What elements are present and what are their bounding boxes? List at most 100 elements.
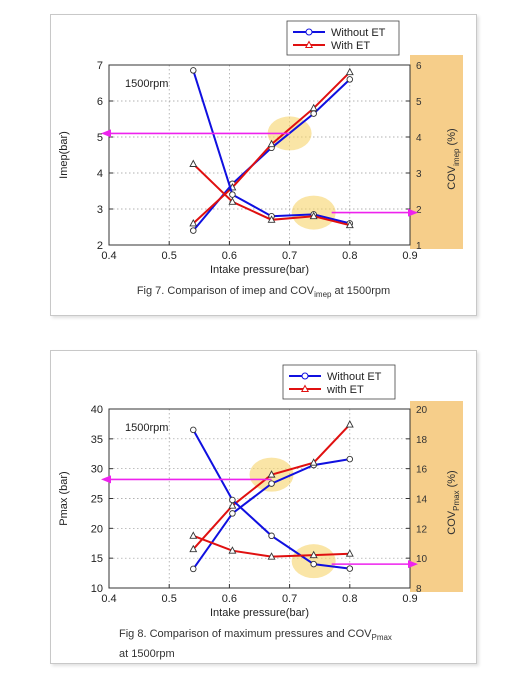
figure-8-caption-line2: at 1500rpm [119, 648, 175, 661]
fig8-point-triangle [189, 531, 198, 539]
fig8-point-triangle [228, 501, 237, 509]
figure-8-chart: 0.4 0.5 0.6 0.7 0.8 0.9 10 15 20 25 30 35 40 8 10 12 14 1… [58, 364, 463, 619]
fig7-y2-axis-label-main: COV [446, 165, 458, 190]
figure-8-caption-subscript: Pmax [371, 633, 392, 643]
fig7-arrow-head [408, 208, 418, 217]
fig8-point-triangle [189, 544, 198, 553]
fig7-point-triangle [345, 220, 354, 229]
fig8-point-circle [346, 455, 354, 463]
fig8-legend-label: with ET [326, 384, 364, 396]
fig8-cov-band [410, 401, 463, 592]
fig7-y-tick-label: 5 [97, 132, 103, 144]
figure-8-panel: 0.4 0.5 0.6 0.7 0.8 0.9 10 15 20 25 30 35 40 8 10 12 14 1… [50, 350, 477, 664]
fig7-point-circle [190, 67, 197, 74]
fig7-y2-tick-label: 3 [416, 169, 422, 180]
fig7-x-tick-label: 0.5 [162, 250, 177, 262]
fig7-y2-tick-label: 4 [416, 133, 422, 144]
fig7-point-triangle [228, 197, 237, 205]
fig8-point-triangle [345, 420, 354, 428]
figure-7-panel: 0.4 0.5 0.6 0.7 0.8 0.9 2 3 4 5 6 7 1 2 3 4 5 6 Intake pre… [50, 14, 477, 316]
fig8-point-triangle [309, 458, 318, 466]
fig7-cov-band [410, 55, 463, 249]
fig7-point-triangle [345, 67, 354, 76]
fig8-point-circle [268, 532, 275, 540]
fig8-y-tick-label: 25 [91, 494, 103, 506]
fig7-arrow-head [101, 129, 111, 138]
fig8-x-tick-label: 0.6 [222, 593, 237, 605]
fig8-y-tick-label: 20 [91, 523, 103, 535]
fig8-y2-tick-label: 8 [416, 584, 422, 595]
fig8-y-tick-label: 10 [91, 583, 103, 595]
fig8-y-axis-label: Pmax (bar) [58, 471, 70, 525]
fig7-y-tick-label: 7 [97, 60, 103, 72]
fig8-legend-label: Without ET [327, 371, 382, 383]
fig8-legend-box [282, 364, 396, 400]
fig8-y2-axis-label-main: COV [446, 510, 458, 535]
fig7-x-tick-label: 0.6 [222, 250, 237, 262]
fig7-point-circle [229, 191, 236, 198]
figure-7-caption: Fig 7. Comparison of imep and COVimep at… [51, 285, 476, 299]
fig8-y-tick-label: 15 [91, 553, 103, 565]
fig8-y2-tick-label: 14 [416, 495, 428, 506]
fig8-y2-axis-label: COVPmax (%) [446, 470, 461, 534]
fig8-y-tick-label: 35 [91, 434, 103, 446]
fig8-point-triangle [309, 550, 318, 559]
fig7-point-circle [346, 76, 354, 83]
fig7-y-axis-label: Imep(bar) [58, 131, 70, 179]
fig7-y2-axis-label-subscript: imep [452, 148, 461, 166]
fig7-y-tick-label: 4 [97, 168, 103, 180]
fig7-y2-tick-label: 2 [416, 205, 422, 216]
fig8-x-tick-label: 0.4 [101, 593, 116, 605]
fig8-x-tick-label: 0.8 [342, 593, 357, 605]
fig7-point-circle [190, 227, 197, 234]
fig8-y2-tick-label: 12 [416, 524, 428, 535]
fig7-x-axis-label: Intake pressure(bar) [210, 264, 309, 276]
fig7-x-tick-label: 0.9 [402, 250, 417, 262]
fig7-legend-label: With ET [331, 40, 370, 52]
fig8-y2-tick-label: 10 [416, 554, 428, 565]
fig8-y-tick-label: 30 [91, 464, 103, 476]
fig7-y-tick-label: 6 [97, 96, 103, 108]
fig8-point-circle [190, 426, 197, 434]
fig7-y2-tick-label: 1 [416, 241, 422, 252]
fig8-y2-tick-label: 18 [416, 435, 428, 446]
fig7-point-triangle [267, 139, 276, 148]
fig8-arrow-head [101, 475, 111, 484]
fig8-point-triangle [345, 549, 354, 557]
fig7-point-triangle [267, 215, 276, 223]
fig7-x-tick-label: 0.7 [282, 250, 297, 262]
figure-7-caption-subscript: imep [314, 290, 332, 300]
fig8-x-tick-label: 0.9 [402, 593, 417, 605]
fig8-point-circle [229, 510, 236, 517]
fig7-point-triangle [189, 218, 198, 227]
fig8-point-triangle [228, 546, 237, 554]
fig7-y2-axis-label-unit: (%) [446, 128, 458, 148]
figure-7-chart: 0.4 0.5 0.6 0.7 0.8 0.9 2 3 4 5 6 7 1 2 3 4 5 6 Intake pre… [58, 20, 463, 276]
fig8-point-circle [310, 560, 317, 568]
fig8-legend-marker-triangle [300, 384, 310, 392]
fig7-y2-tick-label: 5 [416, 97, 422, 108]
fig8-y2-axis-label-unit: (%) [446, 470, 458, 490]
fig7-rpm-annotation: 1500rpm [125, 78, 168, 90]
fig7-y2-tick-label: 6 [416, 61, 422, 72]
fig7-legend-box [286, 20, 400, 56]
fig7-y-tick-label: 3 [97, 204, 103, 216]
figure-7-caption-text: Fig 7. Comparison of imep and COV [136, 285, 315, 297]
fig7-x-tick-label: 0.4 [101, 250, 116, 262]
fig7-legend-label: Without ET [331, 27, 386, 39]
fig7-point-circle [310, 110, 317, 117]
fig8-rpm-annotation: 1500rpm [125, 422, 168, 434]
fig8-x-tick-label: 0.7 [282, 593, 297, 605]
fig8-point-triangle [267, 470, 276, 478]
fig8-y2-axis-label-subscript: Pmax [452, 490, 461, 510]
fig7-legend-marker-triangle [304, 40, 314, 48]
fig8-point-circle [268, 480, 275, 487]
fig8-point-circle [229, 496, 236, 504]
fig8-y2-tick-label: 20 [416, 405, 428, 416]
fig8-x-tick-label: 0.5 [162, 593, 177, 605]
fig7-x-tick-label: 0.8 [342, 250, 357, 262]
figure-7-caption-suffix: at 1500rpm [331, 285, 391, 297]
fig8-legend-marker-circle [301, 372, 309, 380]
fig8-x-axis-label: Intake pressure(bar) [210, 607, 309, 619]
figure-8-caption-text: Fig 8. Comparison of maximum pressures a… [119, 628, 372, 640]
